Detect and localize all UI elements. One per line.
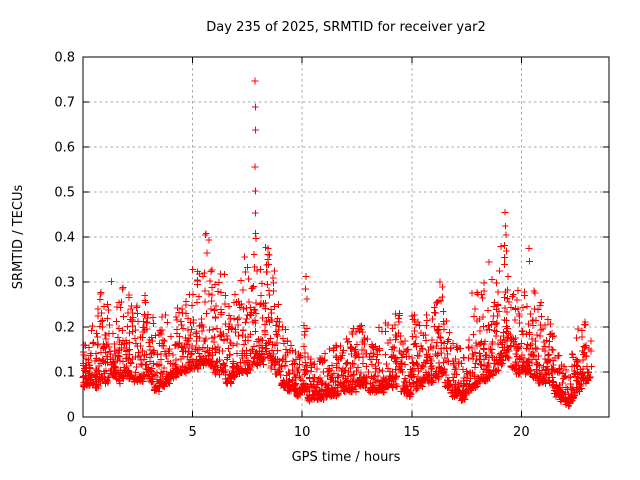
y-tick-label: 0.1 bbox=[54, 366, 75, 381]
y-tick-label: 0 bbox=[67, 411, 75, 426]
chart-title: Day 235 of 2025, SRMTID for receiver yar… bbox=[206, 20, 485, 35]
y-tick-label: 0.6 bbox=[54, 141, 75, 156]
x-tick-labels: 0 5 10 15 20 bbox=[79, 425, 530, 440]
plot-border bbox=[82, 56, 610, 418]
x-tick-label: 10 bbox=[294, 425, 311, 440]
x-axis-label: GPS time / hours bbox=[292, 450, 401, 465]
x-tick-label: 0 bbox=[79, 425, 87, 440]
y-tick-labels: 0 0.1 0.2 0.3 0.4 0.5 0.6 0.7 0.8 bbox=[54, 51, 75, 426]
data-points-scatter bbox=[79, 77, 595, 410]
y-tick-label: 0.5 bbox=[54, 186, 75, 201]
x-tick-label: 20 bbox=[513, 425, 530, 440]
x-tick-label: 15 bbox=[403, 425, 420, 440]
y-tick-label: 0.7 bbox=[54, 96, 75, 111]
y-axis-label: SRMTID / TECUs bbox=[11, 185, 26, 290]
y-tick-label: 0.2 bbox=[54, 321, 75, 336]
y-tick-label: 0.8 bbox=[54, 51, 75, 66]
y-tick-label: 0.4 bbox=[54, 231, 75, 246]
x-tick-label: 5 bbox=[188, 425, 196, 440]
y-tick-label: 0.3 bbox=[54, 276, 75, 291]
